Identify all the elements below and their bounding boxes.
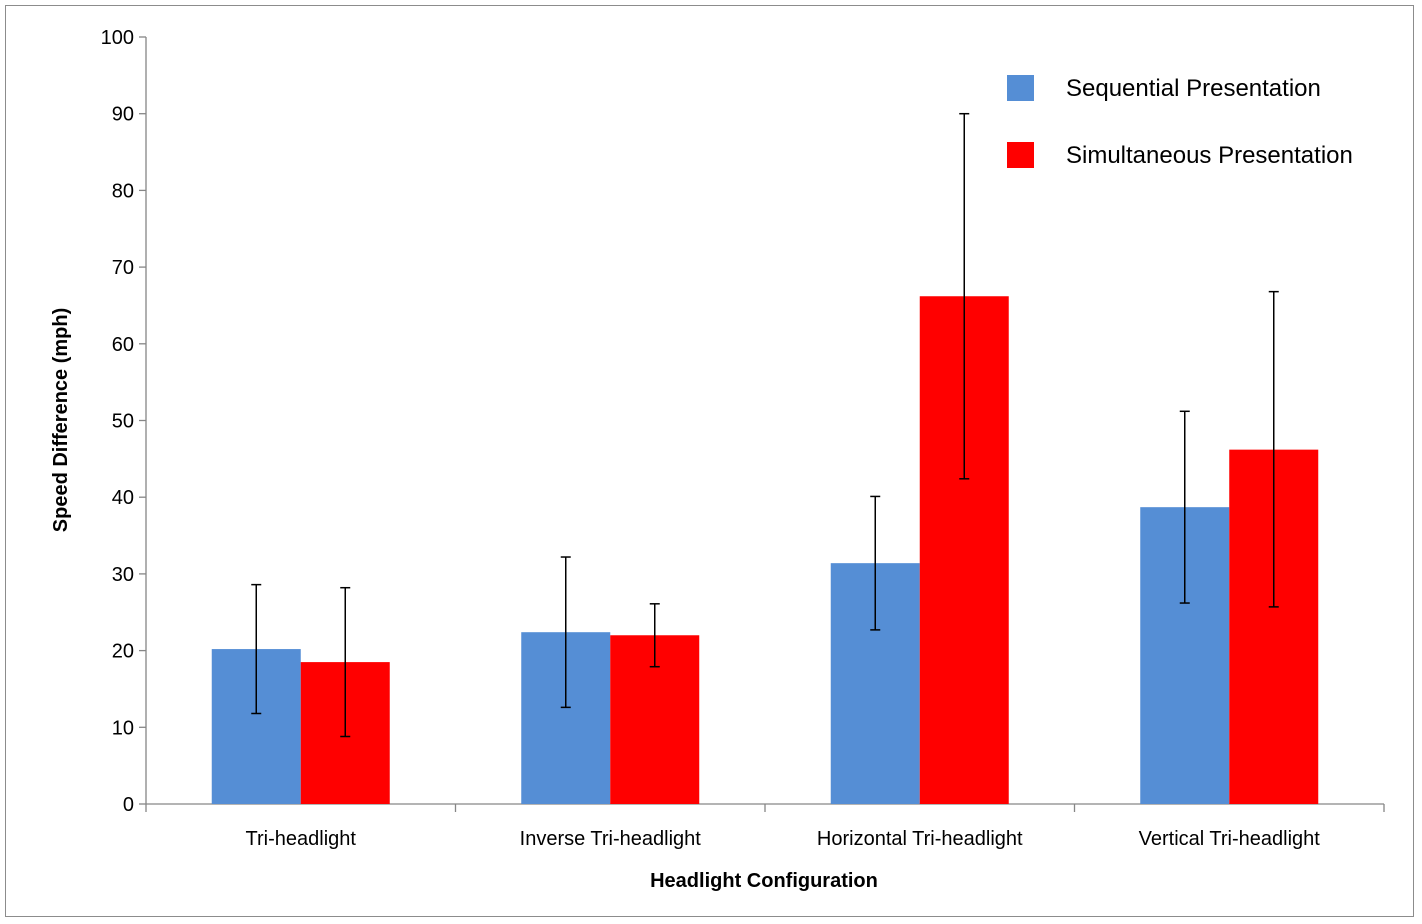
x-axis: Tri-headlight Inverse Tri-headlight Horizo… (145, 803, 1385, 850)
legend-swatch-sequential (1007, 75, 1034, 101)
y-tick-label: 20 (112, 641, 134, 663)
y-axis: 0 10 20 30 40 50 60 70 80 90 100 (101, 27, 147, 816)
y-tick-label: 50 (112, 411, 134, 433)
y-tick-label: 70 (112, 257, 134, 279)
y-tick-label: 0 (123, 794, 134, 816)
legend-label-simultaneous: Simultaneous Presentation (1066, 142, 1353, 169)
y-axis-title: Speed Difference (mph) (50, 308, 72, 532)
category-label: Vertical Tri-headlight (1139, 828, 1321, 850)
legend: Sequential Presentation Simultaneous Pres… (1007, 75, 1353, 169)
error-bars (251, 112, 1279, 738)
y-tick-label: 30 (112, 564, 134, 586)
category-label: Tri-headlight (246, 828, 357, 850)
legend-swatch-simultaneous (1007, 142, 1034, 168)
y-tick-label: 60 (112, 334, 134, 356)
bars (211, 296, 1319, 804)
y-tick-label: 100 (101, 27, 134, 49)
category-label: Inverse Tri-headlight (520, 828, 702, 850)
y-tick-label: 40 (112, 487, 134, 509)
y-tick-label: 80 (112, 180, 134, 202)
y-tick-label: 90 (112, 104, 134, 126)
x-axis-title: Headlight Configuration (650, 870, 878, 892)
y-tick-label: 10 (112, 717, 134, 739)
legend-label-sequential: Sequential Presentation (1066, 75, 1321, 102)
category-label: Horizontal Tri-headlight (817, 828, 1023, 850)
